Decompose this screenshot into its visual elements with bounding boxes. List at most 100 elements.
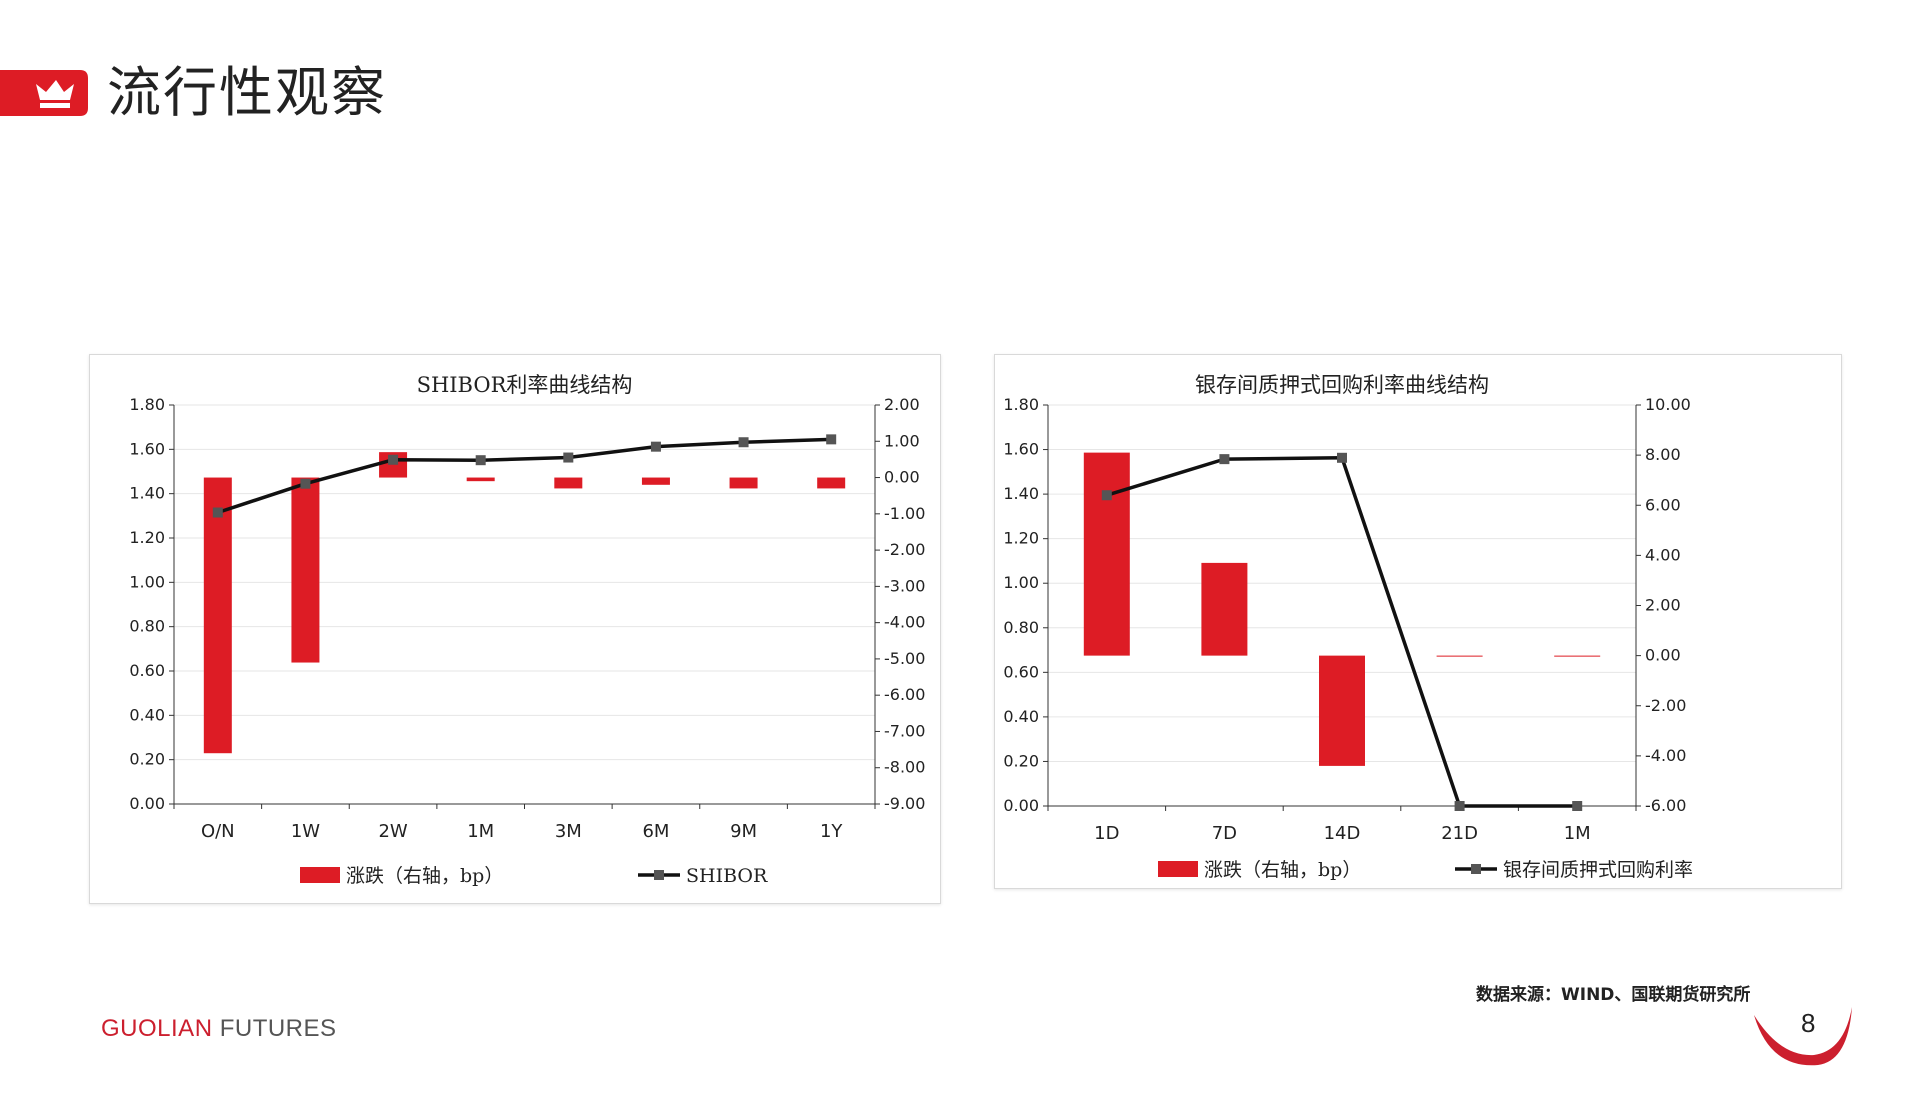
- right-axis-tick-label: 10.00: [1645, 395, 1691, 414]
- legend-line-label: SHIBOR: [686, 865, 768, 887]
- bar: [466, 477, 495, 482]
- right-axis-tick-label: 0.00: [884, 468, 920, 487]
- bar: [729, 477, 758, 489]
- right-axis-tick-label: -2.00: [1645, 696, 1686, 715]
- brand-part2: FUTURES: [212, 1015, 337, 1042]
- line-marker: [1101, 490, 1112, 501]
- category-label: 2W: [378, 821, 407, 842]
- line-marker: [1337, 452, 1347, 463]
- category-label: 6M: [642, 821, 669, 842]
- left-axis-tick-label: 1.20: [1003, 529, 1039, 548]
- category-label: 1M: [1564, 823, 1591, 844]
- left-axis-tick-label: 1.00: [129, 572, 165, 591]
- page-number-swoosh: [1754, 1007, 1852, 1066]
- left-axis-tick-label: 0.80: [129, 617, 165, 636]
- legend-bar-swatch: [300, 867, 340, 883]
- legend-line-marker: [654, 870, 664, 880]
- left-axis-tick-label: 0.40: [1003, 707, 1039, 726]
- right-axis-tick-label: -6.00: [1645, 796, 1686, 815]
- left-axis-tick-label: 0.40: [129, 705, 165, 724]
- bar: [1436, 655, 1483, 657]
- category-label: 14D: [1324, 823, 1361, 844]
- left-axis-tick-label: 1.20: [129, 528, 165, 547]
- right-axis-tick-label: 8.00: [1645, 445, 1681, 464]
- right-axis-tick-label: -5.00: [884, 649, 925, 668]
- source-note: 数据来源：WIND、国联期货研究所: [1476, 985, 1751, 1005]
- left-axis-tick-label: 1.80: [1003, 395, 1039, 414]
- left-axis-tick-label: 0.80: [1003, 618, 1039, 637]
- right-axis-tick-label: 1.00: [884, 431, 920, 450]
- bar: [1554, 655, 1601, 657]
- header-badge: [0, 70, 88, 116]
- left-axis-tick-label: 0.60: [1003, 662, 1039, 681]
- line-marker: [826, 434, 837, 445]
- right-axis-tick-label: -2.00: [884, 540, 925, 559]
- chart-title: 银存间质押式回购利率曲线结构: [1195, 373, 1489, 397]
- bar: [291, 477, 320, 663]
- brand-part1: GUOLIAN: [101, 1015, 213, 1042]
- category-label: O/N: [201, 821, 235, 842]
- legend-line-label: 银存间质押式回购利率: [1503, 859, 1693, 881]
- series-line: [217, 437, 832, 515]
- legend-bar-label: 涨跌（右轴，bp）: [346, 865, 503, 887]
- category-label: 1Y: [820, 821, 843, 842]
- repo-chart: 银存间质押式回购利率曲线结构 0.00 0.20 0.40 0.60 0.80 1.00 1.…: [1003, 373, 1693, 881]
- category-label: 3M: [555, 821, 582, 842]
- line-marker: [1572, 801, 1583, 811]
- left-axis-tick-label: 1.60: [1003, 440, 1039, 459]
- right-axis-tick-label: -1.00: [884, 504, 925, 523]
- chart-panel-repo: 银存间质押式回购利率曲线结构 0.00 0.20 0.40 0.60 0.80 1.00 1.…: [994, 354, 1842, 889]
- left-axis-tick-label: 1.40: [1003, 484, 1039, 503]
- left-axis-tick-label: 1.40: [129, 484, 165, 503]
- left-axis-tick-label: 0.20: [1003, 751, 1039, 770]
- line-marker: [1454, 801, 1465, 811]
- right-axis-tick-label: -6.00: [884, 685, 925, 704]
- line-marker: [388, 454, 399, 465]
- line-marker: [212, 507, 223, 518]
- category-label: 21D: [1441, 823, 1478, 844]
- bar: [1319, 655, 1365, 766]
- line-marker: [650, 441, 661, 452]
- right-axis-tick-label: -9.00: [884, 794, 925, 813]
- category-label: 9M: [730, 821, 757, 842]
- left-axis-tick-label: 0.60: [129, 661, 165, 680]
- bar: [1201, 562, 1248, 656]
- line-marker: [563, 452, 574, 463]
- chart-title: SHIBOR利率曲线结构: [417, 373, 633, 397]
- category-label: 1M: [467, 821, 494, 842]
- legend-line-marker: [1471, 864, 1481, 874]
- page-title: 流行性观察: [107, 61, 387, 124]
- left-axis-tick-label: 1.60: [129, 439, 165, 458]
- left-axis-tick-label: 0.20: [129, 750, 165, 769]
- right-axis-tick-label: -8.00: [884, 758, 925, 777]
- crown-icon: [36, 80, 74, 108]
- category-label: 1W: [291, 821, 320, 842]
- line-marker: [300, 478, 311, 489]
- left-axis-tick-label: 0.00: [1003, 796, 1039, 815]
- left-axis-tick-label: 1.80: [129, 395, 165, 414]
- line-marker: [1219, 454, 1230, 465]
- right-axis-tick-label: 2.00: [1645, 596, 1681, 615]
- bar: [817, 477, 846, 489]
- right-axis-tick-label: 6.00: [1645, 495, 1681, 514]
- right-axis-tick-label: -4.00: [1645, 746, 1686, 765]
- bar: [203, 477, 232, 754]
- bar: [554, 477, 583, 489]
- category-label: 1D: [1094, 823, 1119, 844]
- right-axis-tick-label: -7.00: [884, 721, 925, 740]
- bar: [641, 477, 670, 485]
- legend-bar-label: 涨跌（右轴，bp）: [1204, 859, 1361, 881]
- legend-bar-swatch: [1158, 861, 1198, 877]
- shibor-chart: SHIBOR利率曲线结构 0.00 0.20 0.40 0.60 0.80 1.00 1.20…: [129, 373, 925, 887]
- right-axis-tick-label: 0.00: [1645, 646, 1681, 665]
- bar: [1083, 452, 1130, 656]
- line-marker: [738, 437, 749, 448]
- brand-logo: GUOLIAN FUTURES: [101, 1015, 337, 1043]
- page-number: 8: [1801, 1008, 1816, 1038]
- left-axis-tick-label: 1.00: [1003, 573, 1039, 592]
- right-axis-tick-label: -4.00: [884, 613, 925, 632]
- left-axis-tick-label: 0.00: [129, 794, 165, 813]
- line-marker: [475, 455, 486, 466]
- right-axis-tick-label: 4.00: [1645, 545, 1681, 564]
- chart-panel-shibor: SHIBOR利率曲线结构 0.00 0.20 0.40 0.60 0.80 1.00 1.20…: [89, 354, 941, 904]
